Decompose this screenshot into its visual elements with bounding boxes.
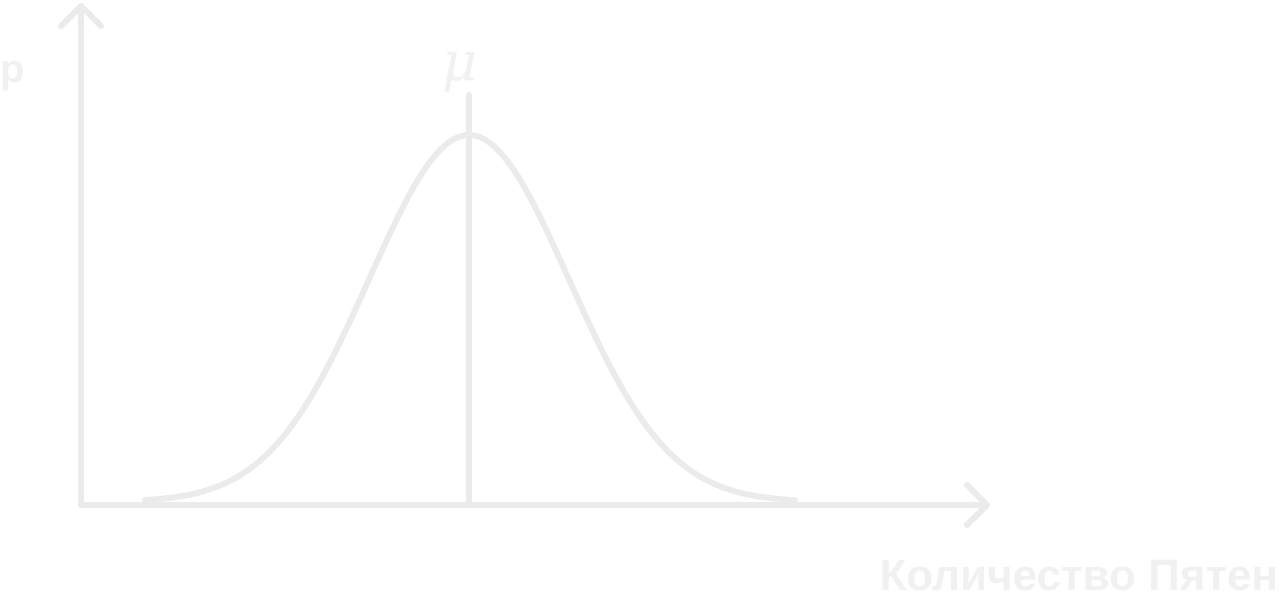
y-axis-label: p (0, 47, 25, 91)
x-axis-arrow-head (964, 482, 990, 528)
mean-label: μ (442, 30, 478, 93)
x-axis-label: Количество Пятен (879, 551, 1278, 600)
y-axis-arrow-head (58, 3, 104, 29)
bell-curve (142, 132, 798, 504)
